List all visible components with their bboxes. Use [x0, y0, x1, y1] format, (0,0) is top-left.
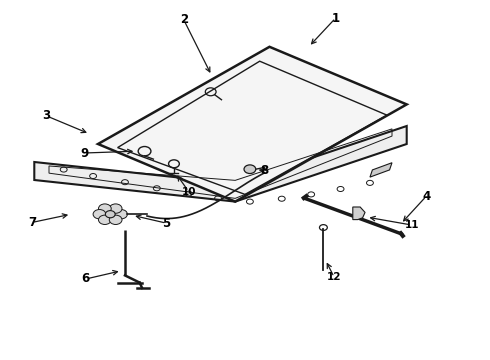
Text: 1: 1: [332, 12, 340, 24]
Text: 7: 7: [28, 216, 36, 229]
Text: 9: 9: [80, 147, 88, 159]
Polygon shape: [353, 207, 365, 220]
Circle shape: [98, 204, 111, 213]
Text: 11: 11: [404, 220, 419, 230]
Circle shape: [93, 210, 106, 219]
Text: 2: 2: [180, 13, 188, 26]
Text: 10: 10: [181, 186, 196, 197]
Circle shape: [109, 215, 122, 225]
Circle shape: [115, 210, 127, 219]
Polygon shape: [370, 163, 392, 177]
Circle shape: [98, 215, 111, 225]
Text: 4: 4: [422, 190, 430, 203]
Text: 8: 8: [261, 165, 269, 177]
Circle shape: [109, 204, 122, 213]
Circle shape: [244, 165, 256, 174]
Circle shape: [105, 211, 115, 218]
Text: 3: 3: [43, 109, 50, 122]
Polygon shape: [98, 47, 407, 202]
Text: 6: 6: [82, 273, 90, 285]
Polygon shape: [34, 126, 407, 202]
Text: 5: 5: [163, 217, 171, 230]
Text: 12: 12: [327, 272, 342, 282]
